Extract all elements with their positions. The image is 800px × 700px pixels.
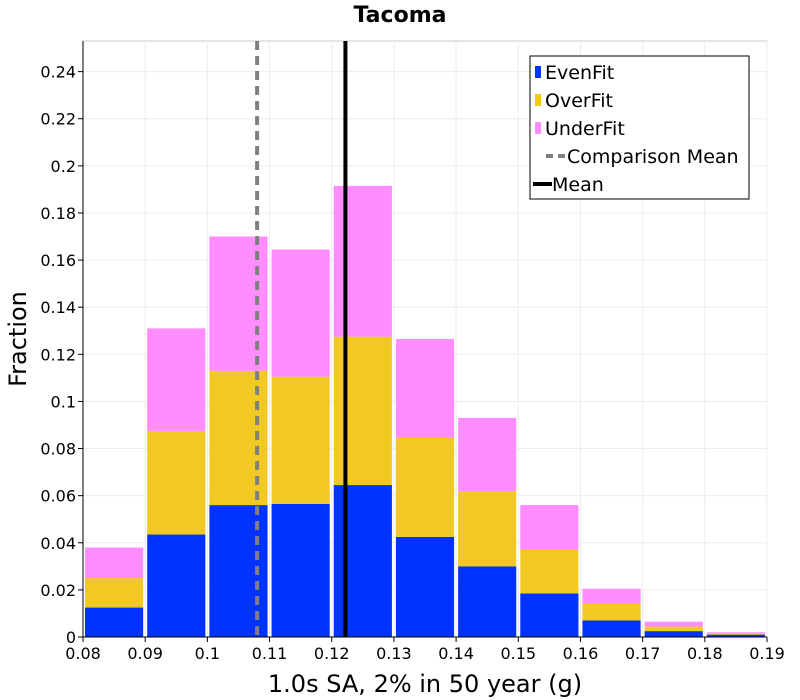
legend-label-evenfit: EvenFit <box>545 62 614 84</box>
legend-box <box>529 55 750 200</box>
bar-underfit-0 <box>85 547 144 579</box>
bar-overfit-0 <box>85 578 144 608</box>
bar-evenfit-8 <box>582 620 641 637</box>
bar-underfit-9 <box>644 621 703 627</box>
legend-label-underfit: UnderFit <box>545 118 625 140</box>
x-tick-label: 0.19 <box>749 644 785 663</box>
x-tick-label: 0.17 <box>625 644 661 663</box>
y-tick-label: 0.06 <box>40 487 76 506</box>
chart-title: Tacoma <box>354 3 447 28</box>
x-tick-label: 0.11 <box>252 644 288 663</box>
x-tick-label: 0.12 <box>314 644 350 663</box>
legend-swatch-evenfit <box>535 66 541 78</box>
bar-underfit-1 <box>147 328 206 431</box>
bar-evenfit-0 <box>85 607 144 637</box>
bar-underfit-5 <box>395 339 455 438</box>
bar-overfit-1 <box>147 430 206 535</box>
bar-underfit-8 <box>582 588 641 605</box>
y-tick-label: 0.16 <box>40 251 76 270</box>
bar-underfit-3 <box>271 249 330 377</box>
y-tick-label: 0.08 <box>40 440 76 459</box>
y-tick-label: 0.12 <box>40 345 76 364</box>
x-axis: 0.08 0.09 0.1 0.11 0.12 0.13 0.14 0.15 0.16 0.17 0… <box>65 636 785 663</box>
legend-swatch-overfit <box>535 94 541 106</box>
bar-evenfit-7 <box>520 593 579 637</box>
legend-label-mean: Mean <box>552 174 604 196</box>
bar-evenfit-1 <box>147 534 206 637</box>
x-axis-label: 1.0s SA, 2% in 50 year (g) <box>268 670 582 698</box>
x-tick-label: 0.18 <box>687 644 723 663</box>
bar-overfit-5 <box>395 437 455 537</box>
bar-evenfit-5 <box>395 536 455 637</box>
bar-evenfit-9 <box>644 631 703 637</box>
y-tick-label: 0.14 <box>40 298 76 317</box>
bar-overfit-9 <box>644 626 703 632</box>
y-tick-label: 0.2 <box>51 157 76 176</box>
y-tick-label: 0.22 <box>40 110 76 129</box>
x-tick-label: 0.09 <box>127 644 163 663</box>
y-tick-label: 0 <box>66 628 76 647</box>
legend-label-overfit: OverFit <box>545 90 613 112</box>
legend-label-comparison-mean: Comparison Mean <box>567 146 739 168</box>
bar-underfit-4 <box>333 185 392 337</box>
bar-evenfit-6 <box>458 566 517 637</box>
x-tick-label: 0.16 <box>563 644 599 663</box>
y-tick-label: 0.04 <box>40 534 76 553</box>
bars <box>85 185 765 637</box>
y-axis: 0 0.02 0.04 0.06 0.08 0.1 0.12 0.14 0.16 0.18 0.2 0… <box>40 41 84 647</box>
bar-evenfit-10 <box>706 634 765 637</box>
reference-lines <box>255 41 348 637</box>
x-tick-label: 0.1 <box>195 644 220 663</box>
y-tick-label: 0.1 <box>51 392 76 411</box>
legend: EvenFit OverFit UnderFit Comparison Mean Mea… <box>529 55 750 200</box>
y-tick-label: 0.24 <box>40 63 76 82</box>
y-tick-label: 0.18 <box>40 204 76 223</box>
bar-overfit-4 <box>333 336 392 486</box>
bar-overfit-3 <box>271 376 330 504</box>
bar-underfit-7 <box>520 505 579 550</box>
y-tick-label: 0.02 <box>40 581 76 600</box>
bar-overfit-10 <box>706 633 765 635</box>
bar-evenfit-3 <box>271 503 330 637</box>
legend-swatch-underfit <box>535 122 541 134</box>
bar-overfit-7 <box>520 549 579 594</box>
y-axis-label: Fraction <box>4 291 32 387</box>
bar-evenfit-4 <box>333 485 392 637</box>
x-tick-label: 0.14 <box>438 644 474 663</box>
bar-overfit-6 <box>458 490 517 567</box>
bar-underfit-6 <box>458 417 517 491</box>
bar-underfit-10 <box>706 632 765 634</box>
bar-overfit-8 <box>582 604 641 621</box>
x-tick-label: 0.13 <box>376 644 412 663</box>
x-tick-label: 0.15 <box>500 644 536 663</box>
x-tick-label: 0.08 <box>65 644 101 663</box>
